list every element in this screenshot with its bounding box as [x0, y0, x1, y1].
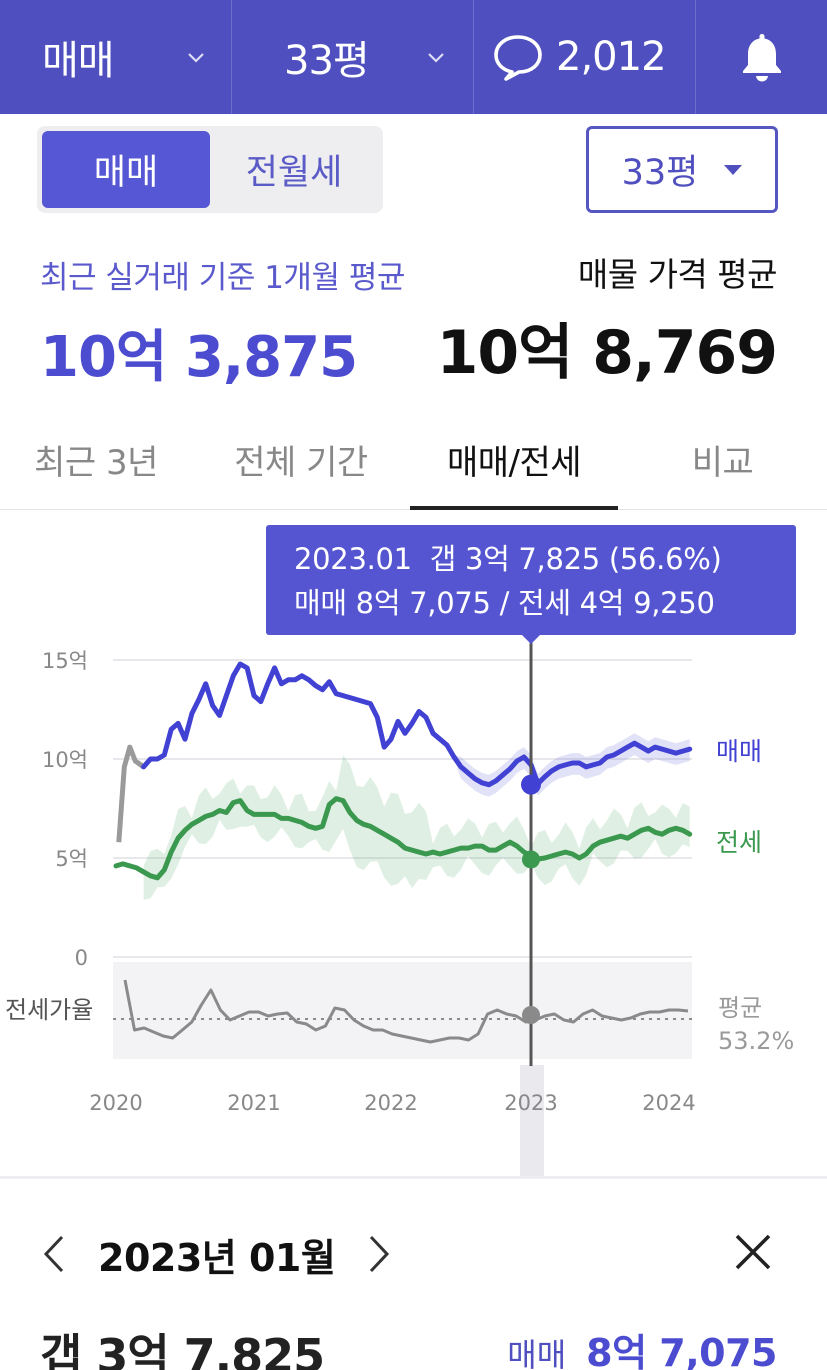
- chevron-down-icon: [188, 53, 204, 63]
- x-tick-label: 2023: [504, 1091, 557, 1115]
- series-label-jeonse: 전세: [716, 828, 762, 857]
- trade-type-dropdown[interactable]: 매매: [0, 0, 232, 114]
- listing-price-value: 10억 8,769: [436, 318, 778, 388]
- ratio-label: 전세가율: [5, 996, 93, 1024]
- chevron-down-icon: [428, 53, 444, 63]
- size-dropdown[interactable]: 33평: [232, 0, 474, 114]
- comment-count: 2,012: [556, 34, 667, 80]
- series-label-sale: 매매: [716, 737, 762, 766]
- ratio-line: [123, 979, 689, 1044]
- x-ticks: 2020 2021 2022 2023 2024: [89, 1091, 695, 1115]
- tooltip-line1: 2023.01 갭 3억 7,825 (56.6%): [294, 542, 722, 576]
- x-tick-label: 2022: [364, 1091, 417, 1115]
- speech-bubble-icon: [494, 35, 542, 81]
- grid: [113, 659, 692, 958]
- jeonse-line: [113, 796, 693, 881]
- ratio-avg-value: 53.2%: [718, 1027, 794, 1055]
- y-ticks: 15억 10억 5억 0: [42, 649, 88, 970]
- size-select[interactable]: 33평: [586, 126, 778, 213]
- jeonse-marker: [522, 850, 540, 869]
- bell-icon: [742, 34, 781, 82]
- x-tick-label: 2021: [227, 1091, 280, 1115]
- recent-trade-label: 최근 실거래 기준 1개월 평균: [40, 260, 405, 296]
- trade-label: 매매: [507, 1336, 567, 1370]
- tab-all-period[interactable]: 전체 기간: [234, 443, 368, 483]
- trade-type-segment: 매매 전월세: [37, 126, 383, 213]
- tooltip-tail: [521, 634, 541, 644]
- sale-marker: [521, 774, 541, 795]
- tooltip-line2: 매매 8억 7,075 / 전세 4억 9,250: [294, 586, 715, 620]
- chevron-right-icon[interactable]: [365, 1233, 393, 1275]
- tab-compare[interactable]: 비교: [691, 443, 754, 483]
- month-navigator: 2023년 01월: [40, 1226, 393, 1282]
- crosshair-handle[interactable]: [520, 1065, 544, 1177]
- chevron-left-icon[interactable]: [40, 1233, 68, 1275]
- trade-value: 8억 7,075: [586, 1331, 777, 1370]
- close-icon[interactable]: [733, 1232, 773, 1272]
- comments-button[interactable]: 2,012: [474, 0, 696, 114]
- top-bar: 매매 33평 2,012: [0, 0, 827, 114]
- ratio-marker: [522, 1006, 540, 1024]
- x-tick-label: 2020: [89, 1091, 142, 1115]
- y-tick-label: 5억: [55, 847, 88, 871]
- y-tick-label: 15억: [42, 649, 88, 673]
- notification-button[interactable]: [696, 0, 827, 114]
- x-tick-label: 2024: [642, 1091, 695, 1115]
- period-tabs: 최근 3년 전체 기간 매매/전세 비교: [0, 410, 827, 510]
- caret-down-icon: [724, 164, 743, 175]
- chart-tooltip: 2023.01 갭 3억 7,825 (56.6%) 매매 8억 7,075 /…: [266, 525, 796, 635]
- trade-type-label: 매매: [42, 38, 115, 84]
- ratio-avg-label: 평균: [718, 994, 762, 1022]
- sale-line-early: [116, 744, 146, 843]
- chart-divider: [0, 1176, 827, 1179]
- segment-sale[interactable]: 매매: [42, 131, 210, 208]
- y-tick-label: 10억: [42, 748, 88, 772]
- trade-price-line: 매매 8억 7,075: [507, 1322, 777, 1370]
- listing-price-label: 매물 가격 평균: [577, 255, 778, 294]
- segment-rent[interactable]: 전월세: [245, 153, 343, 193]
- jeonse-range-band: [143, 755, 690, 900]
- tab-recent-3y[interactable]: 최근 3년: [34, 443, 158, 483]
- sale-line: [141, 661, 693, 788]
- size-label: 33평: [284, 38, 370, 84]
- selected-month: 2023년 01월: [98, 1235, 336, 1280]
- recent-trade-value: 10억 3,875: [40, 325, 358, 390]
- tab-sale-jeonse[interactable]: 매매/전세: [410, 410, 618, 510]
- y-tick-label: 0: [75, 946, 88, 970]
- gap-value: 갭 3억 7,825: [40, 1329, 325, 1370]
- size-select-value: 33평: [621, 153, 699, 193]
